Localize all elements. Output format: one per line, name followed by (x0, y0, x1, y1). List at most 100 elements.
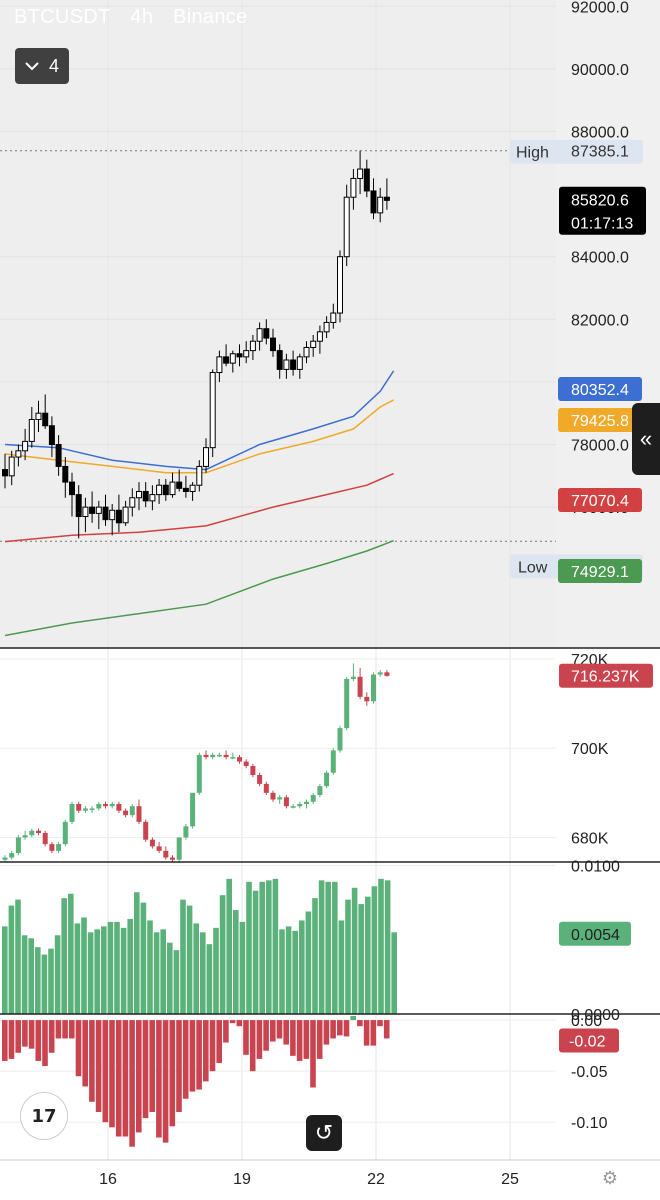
candle-body (22, 440, 29, 452)
exchange-label: Binance (173, 6, 248, 28)
side-panel-toggle[interactable]: « (632, 403, 660, 475)
candle-body (169, 481, 176, 496)
oscillator-bar (357, 1020, 363, 1027)
indicator-candle (377, 672, 383, 675)
oscillator-bar (69, 1020, 75, 1039)
histogram-bar (160, 929, 166, 1014)
indicator-candle (257, 774, 263, 784)
indicator-candle (371, 674, 376, 702)
chart-settings-button[interactable]: ⚙ (598, 1166, 622, 1190)
oscillator-bar (35, 1020, 42, 1061)
histogram-bar (167, 942, 173, 1014)
histogram-bar (305, 911, 312, 1014)
oscillator-bar (162, 1020, 169, 1143)
oscillator-bar (209, 1020, 216, 1072)
candle-body (129, 497, 136, 508)
indicator-candle (324, 772, 330, 787)
oscillator-bar (263, 1020, 269, 1051)
candle-body (316, 331, 323, 342)
histogram-bar (120, 927, 127, 1014)
histogram-bar (74, 923, 81, 1014)
candle-body (156, 484, 163, 496)
histogram-bar (371, 886, 378, 1014)
indicator-candle (29, 830, 35, 836)
oscillator-bar (296, 1020, 303, 1061)
last-price-bg (559, 186, 646, 235)
indicator-candle (149, 839, 155, 847)
histogram-bar (87, 932, 94, 1014)
oscillator-bar (316, 1020, 323, 1059)
low-label: Low (518, 559, 548, 576)
candle-body (216, 356, 223, 374)
indicator-candle (237, 757, 242, 762)
tradingview-logo[interactable]: 17 (20, 1092, 68, 1140)
candle-body (28, 418, 35, 442)
candle-body (296, 356, 303, 370)
oscillator-bar (223, 1020, 229, 1043)
histogram-bar (107, 921, 114, 1014)
oscillator-axis-tick: 0.00 (571, 1013, 602, 1030)
indicator-candle (22, 835, 28, 838)
histogram-bar (127, 918, 133, 1014)
symbol-label[interactable]: BTCUSDT (14, 6, 111, 28)
indicator-candle (62, 821, 68, 845)
oscillator-bar (256, 1020, 263, 1059)
indicator-candle (69, 803, 75, 822)
price-axis-tick: 84000.0 (571, 250, 629, 267)
histogram-bar (358, 904, 364, 1014)
indicator-candle (190, 792, 196, 827)
candle-body (42, 412, 49, 427)
candle-body (196, 465, 203, 486)
histogram-bar (134, 892, 140, 1014)
oscillator-bar (363, 1020, 370, 1046)
oscillator-bar (216, 1020, 222, 1063)
indicator-last-label-bg (559, 663, 653, 688)
oscillator-bar (196, 1020, 202, 1090)
oscillator-bar (8, 1020, 15, 1059)
indicator-candle (76, 803, 82, 811)
candle-body (2, 469, 8, 477)
candle-body (263, 328, 270, 339)
histogram-axis-tick: 0.0000 (571, 1007, 620, 1024)
oscillator-bar (377, 1020, 383, 1027)
histogram-bar (378, 878, 384, 1014)
interval-label[interactable]: 4h (130, 6, 154, 28)
candle-body (55, 444, 62, 467)
chart-header: BTCUSDT 4h Binance (14, 6, 262, 29)
price-axis-tick: 88000.0 (571, 124, 629, 141)
histogram-bar (21, 935, 28, 1014)
histogram-bar (153, 932, 160, 1014)
histogram-bar (200, 932, 206, 1014)
indicator-toggle-button[interactable]: 4 (15, 48, 69, 84)
ma-value-label: 77070.4 (571, 493, 629, 510)
refresh-icon: ↺ (314, 1120, 334, 1145)
reset-chart-button[interactable]: ↺ (306, 1115, 342, 1151)
indicator-candle (116, 803, 122, 811)
oscillator-bar (156, 1020, 162, 1138)
indicator-candle (230, 757, 236, 759)
candle-body (102, 506, 109, 521)
indicator-candle (170, 857, 175, 860)
histogram-bar (219, 895, 226, 1014)
histogram-bar (41, 954, 48, 1014)
candle-body (310, 340, 317, 348)
indicator-candle (143, 821, 149, 840)
indicator-candle (210, 754, 216, 758)
histogram-bar (312, 898, 318, 1014)
oscillator-bar (182, 1020, 189, 1099)
oscillator-bar (229, 1020, 236, 1024)
indicator-candle (89, 808, 95, 810)
oscillator-axis-tick: -0.05 (571, 1064, 608, 1081)
histogram-bar (365, 896, 371, 1014)
price-axis-tick: 90000.0 (571, 62, 629, 79)
histogram-bar (54, 935, 61, 1014)
oscillator-bar (89, 1020, 95, 1102)
candle-body (223, 356, 230, 364)
oscillator-bar (350, 1016, 356, 1021)
indicator-axis-tick: 680K (571, 830, 609, 847)
indicator-candle (156, 846, 162, 851)
indicator-candle (82, 808, 88, 811)
candle-body (276, 350, 283, 370)
candle-body (243, 350, 250, 358)
